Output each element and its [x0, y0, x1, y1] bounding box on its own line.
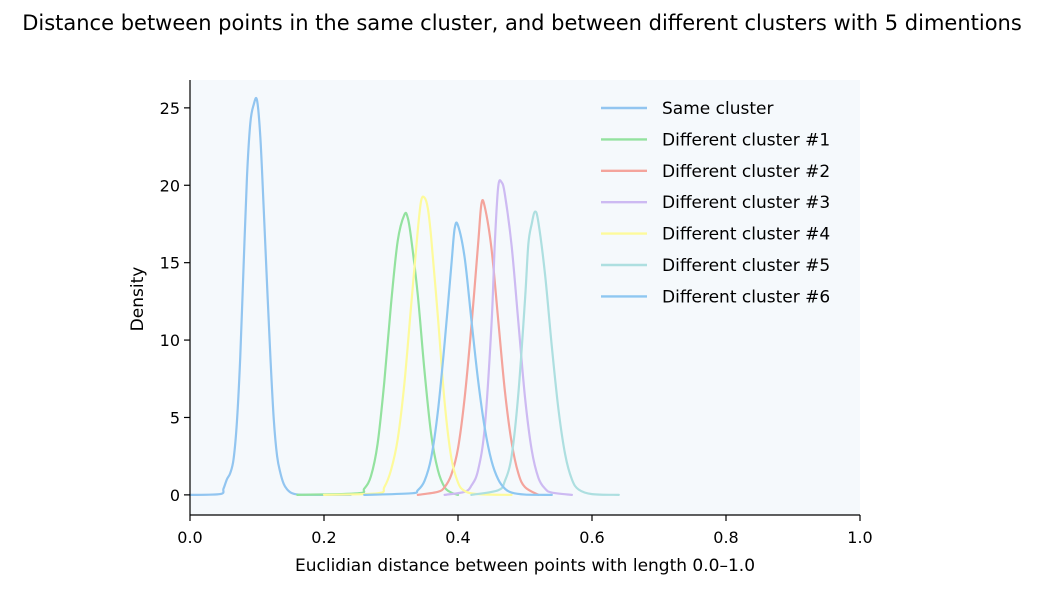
legend-label: Different cluster #1 — [662, 130, 830, 150]
legend-label: Different cluster #2 — [662, 162, 830, 182]
legend-label: Different cluster #6 — [662, 287, 830, 307]
y-tick-label: 15 — [160, 254, 180, 273]
legend: Same cluster Different cluster #1 Differen… — [601, 99, 830, 307]
x-tick-label: 1.0 — [847, 528, 872, 547]
x-tick-label: 0.6 — [579, 528, 604, 547]
series-line-different-cluster-1 — [296, 211, 460, 496]
y-tick-label: 0 — [170, 486, 180, 505]
x-axis-label: Euclidian distance between points with l… — [295, 556, 755, 576]
series-line-different-cluster-6 — [363, 221, 553, 496]
axes-layer: 0.0 0.2 0.4 0.6 0.8 1.0 0 5 10 15 20 25 — [160, 80, 873, 547]
y-tick-label: 20 — [160, 176, 180, 195]
chart-title: Distance between points in the same clus… — [22, 11, 1022, 35]
series-layer — [188, 96, 620, 496]
legend-label: Different cluster #4 — [662, 225, 830, 245]
legend-label: Different cluster #3 — [662, 193, 830, 213]
legend-label: Same cluster — [662, 99, 773, 119]
series-line-different-cluster-5 — [470, 210, 620, 496]
x-tick-label: 0.2 — [311, 528, 336, 547]
series-line-different-cluster-3 — [443, 179, 573, 496]
series-line-different-cluster-4 — [322, 195, 513, 496]
y-axis-label: Density — [128, 267, 148, 332]
x-tick-label: 0.0 — [177, 528, 202, 547]
x-tick-label: 0.4 — [445, 528, 470, 547]
series-line-same-cluster — [188, 96, 352, 496]
x-tick-label: 0.8 — [713, 528, 738, 547]
y-tick-label: 5 — [170, 408, 180, 427]
y-tick-label: 10 — [160, 331, 180, 350]
y-tick-label: 25 — [160, 99, 180, 118]
legend-label: Different cluster #5 — [662, 256, 830, 276]
